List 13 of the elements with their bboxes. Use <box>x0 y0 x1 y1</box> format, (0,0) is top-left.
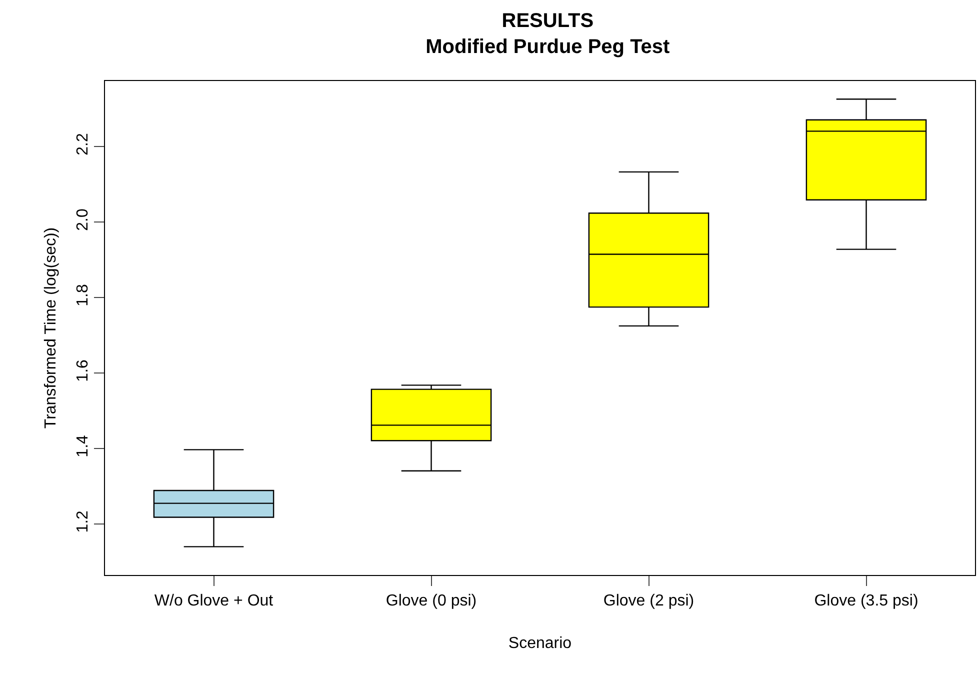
chart-title: RESULTS Modified Purdue Peg Test <box>426 10 670 58</box>
x-tick-label: W/o Glove + Out <box>154 592 274 610</box>
y-tick-label: 2.2 <box>74 133 92 156</box>
x-tick-label: Glove (2 psi) <box>603 592 694 610</box>
y-tick-label: 2.0 <box>74 208 92 231</box>
y-tick-label: 1.6 <box>74 359 92 382</box>
y-tick-label: 1.2 <box>74 510 92 533</box>
x-tick-label: Glove (3.5 psi) <box>814 592 918 610</box>
y-tick-label: 1.4 <box>74 434 92 458</box>
x-axis-title: Scenario <box>508 635 572 652</box>
x-tick-label: Glove (0 psi) <box>386 592 477 610</box>
y-axis-title: Transformed Time (log(sec)) <box>42 227 60 429</box>
y-tick-label: 1.8 <box>74 284 92 306</box>
